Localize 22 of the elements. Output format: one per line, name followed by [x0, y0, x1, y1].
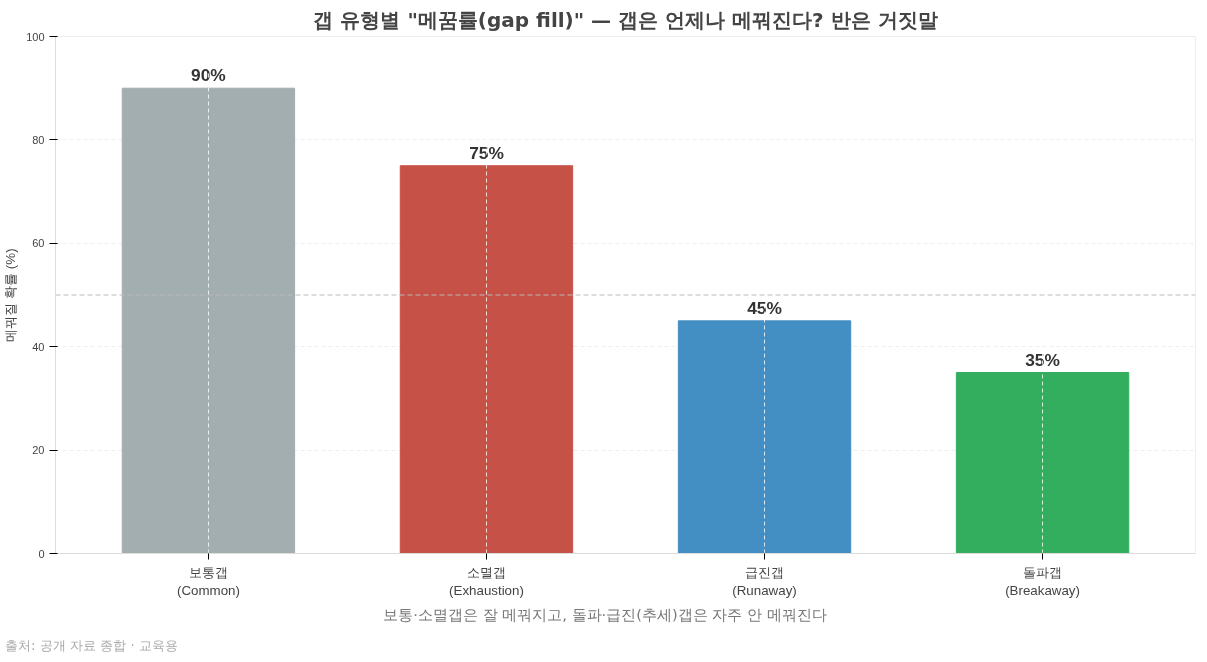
data-label: 35% — [1025, 349, 1060, 370]
x-tick-label: 보통갭 (Common) — [176, 564, 240, 598]
y-tick-label: 0 — [38, 547, 45, 560]
bar — [955, 372, 1130, 554]
bar — [677, 320, 852, 554]
bar — [399, 165, 574, 554]
y-tick-label: 20 — [32, 444, 45, 457]
text: 보통·소멸갭은 잘 메꿔지고, 돌파·급진(추세)갭은 자주 안 메꿔진다 — [383, 605, 827, 625]
bar — [121, 87, 296, 554]
x-tick-label: 소멸갭 (Exhaustion) — [449, 564, 524, 598]
data-label: 90% — [191, 65, 226, 86]
y-tick-label: 40 — [32, 340, 45, 353]
chart-title: 갭 유형별 "메꿈률(gap fill)" — 갭은 언제나 메꿔진다? 반은 거짓말 — [313, 7, 938, 32]
x-tick-label: 급진갭 (Runaway) — [732, 564, 797, 598]
x-tick-label: 돌파갭 (Breakaway) — [1005, 564, 1080, 598]
y-tick-label: 80 — [32, 133, 45, 146]
source-note: 출처: 공개 자료 종합 · 교육용 — [5, 636, 178, 655]
data-label: 45% — [747, 297, 782, 318]
y-tick-label: 60 — [32, 237, 45, 250]
y-axis-title: 메꿔질 확률 (%) — [3, 248, 19, 342]
data-label: 75% — [469, 142, 504, 163]
y-tick-label: 100 — [26, 30, 45, 43]
